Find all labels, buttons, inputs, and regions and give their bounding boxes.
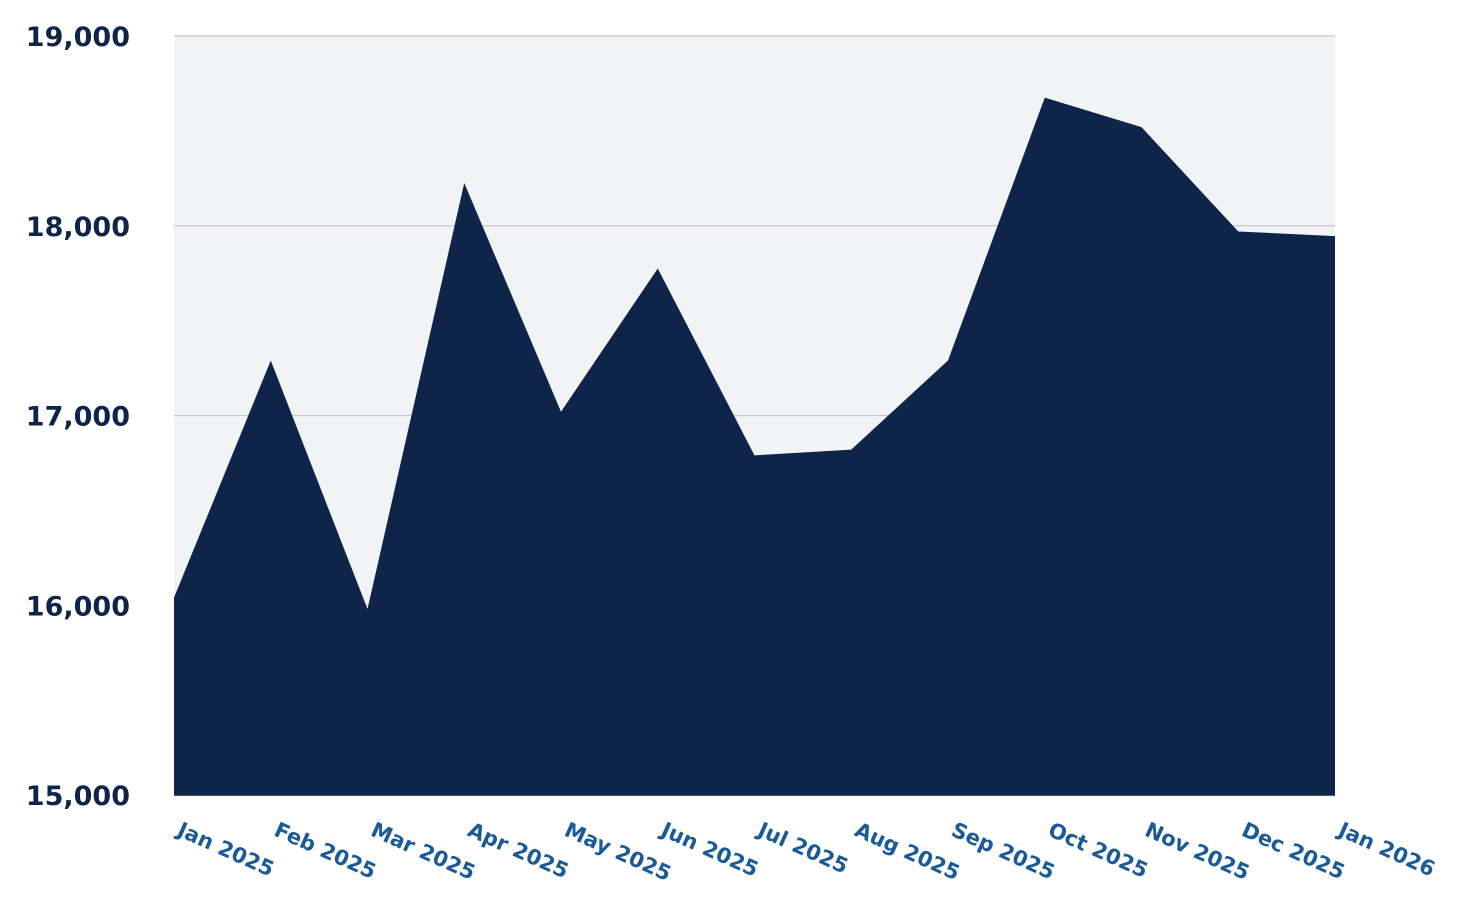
x-tick-label: Nov 2025 [1141,818,1253,885]
x-tick-label: Feb 2025 [271,818,380,884]
x-tick-label: Sep 2025 [948,818,1058,885]
x-tick-label: Dec 2025 [1238,818,1348,885]
area-series [174,97,1335,795]
x-tick-label: Jan 2026 [1333,817,1438,882]
y-tick-label: 15,000 [26,781,130,812]
y-tick-label: 16,000 [26,591,130,622]
x-tick-label: Mar 2025 [367,818,478,885]
x-tick-label: Jun 2025 [656,817,762,882]
y-tick-label: 18,000 [26,212,130,243]
x-tick-label: Oct 2025 [1045,818,1152,883]
y-tick-label: 19,000 [26,22,130,53]
y-axis-ticks: 15,000 16,000 17,000 18,000 19,000 [26,22,130,812]
x-tick-label: Apr 2025 [464,818,572,884]
y-tick-label: 17,000 [26,402,130,433]
x-tick-label: May 2025 [561,818,675,886]
x-tick-label: Aug 2025 [851,818,963,885]
x-tick-label: Jul 2025 [753,817,852,879]
x-tick-label: Jan 2025 [172,817,277,882]
